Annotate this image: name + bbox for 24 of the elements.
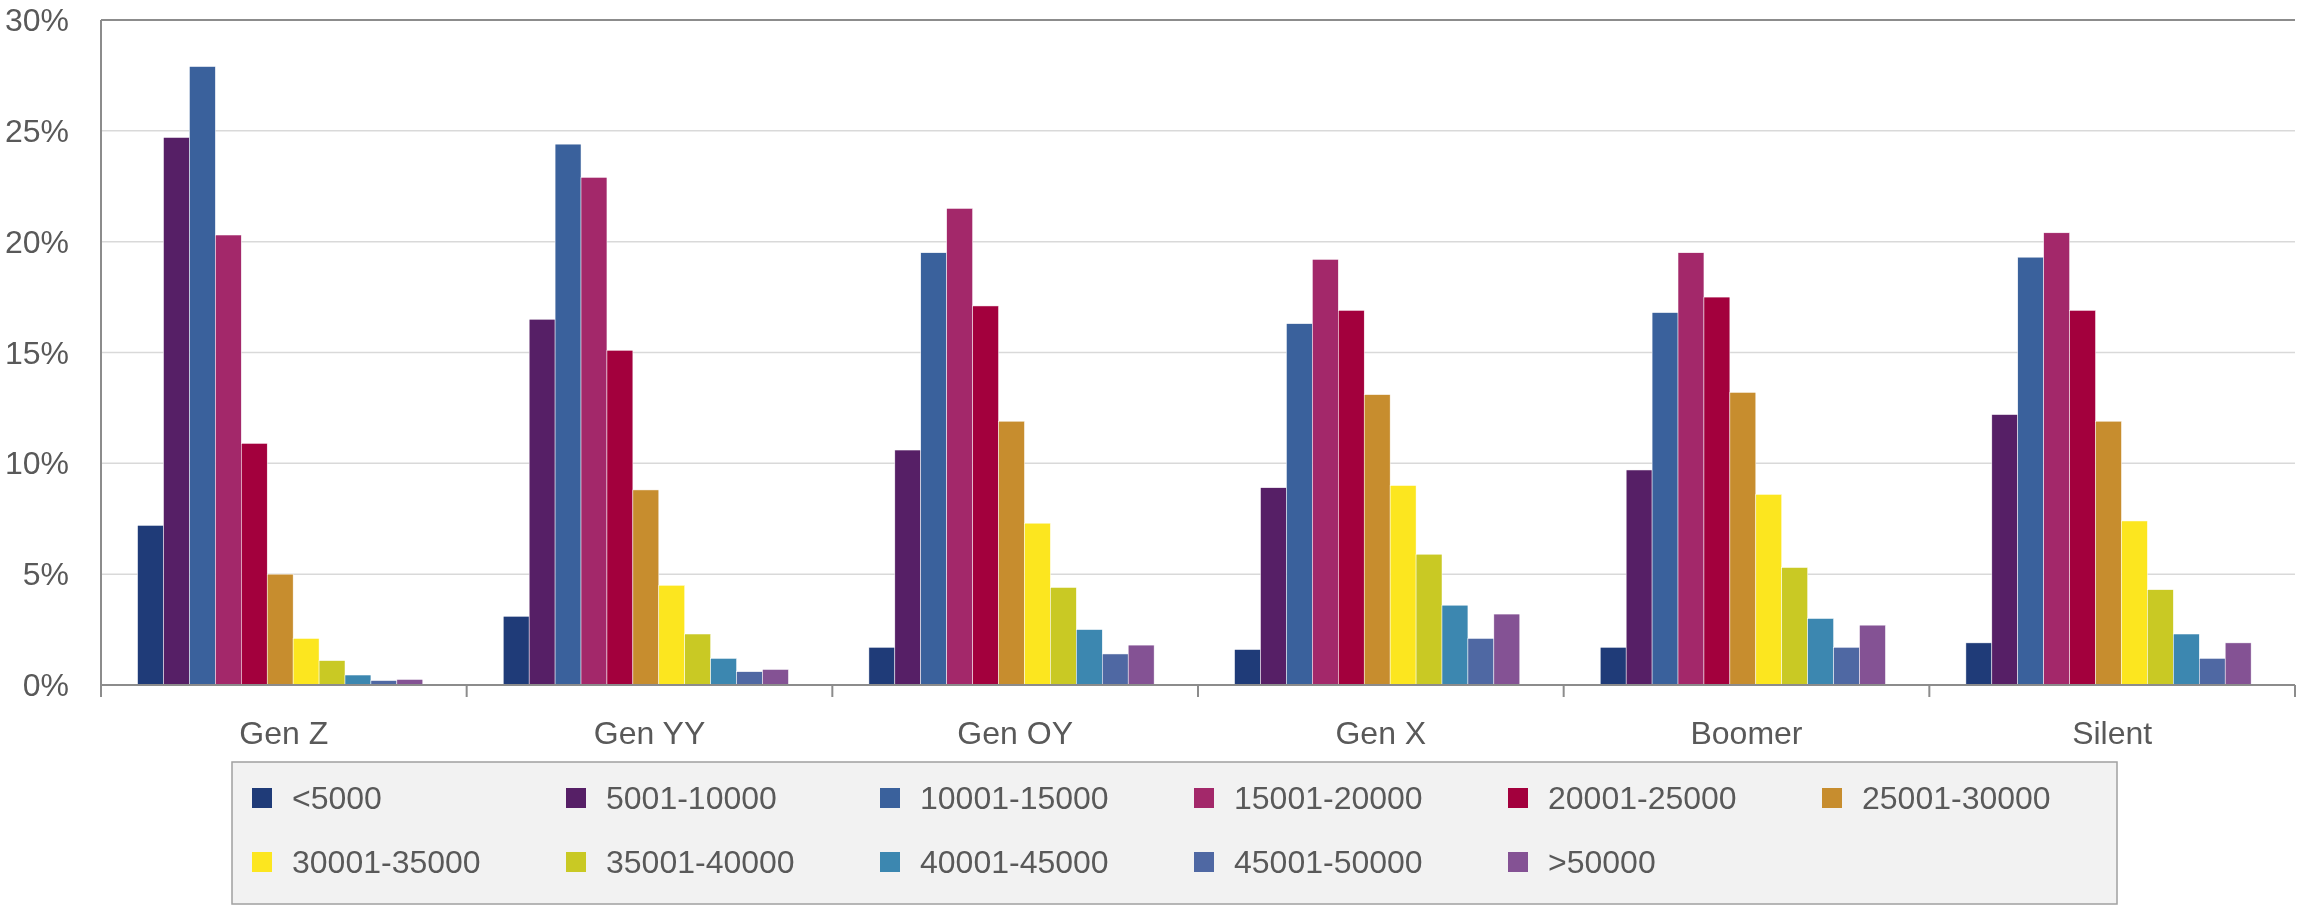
y-tick-label: 30% xyxy=(4,2,69,38)
legend-label: 30001-35000 xyxy=(292,844,481,880)
legend-label: 40001-45000 xyxy=(920,844,1109,880)
x-tick-label: Boomer xyxy=(1690,715,1803,751)
y-tick-label: 10% xyxy=(4,445,69,482)
x-tick-label: Gen Z xyxy=(239,715,329,751)
legend-label: >50000 xyxy=(1548,844,1656,880)
legend-label: 25001-30000 xyxy=(1862,780,2051,816)
legend-label: <5000 xyxy=(292,780,382,816)
x-tick-label: Gen X xyxy=(1335,715,1427,751)
y-tick-label: 0% xyxy=(22,667,69,703)
y-tick-label: 25% xyxy=(4,112,69,149)
x-tick-label: Silent xyxy=(2072,715,2153,751)
y-tick-label: 5% xyxy=(22,556,69,593)
x-tick-label: Gen YY xyxy=(593,715,706,751)
legend-label: 35001-40000 xyxy=(606,844,795,880)
legend-label: 5001-10000 xyxy=(606,780,777,816)
y-tick-label: 20% xyxy=(4,223,69,260)
legend-label: 45001-50000 xyxy=(1234,844,1423,880)
x-tick-label: Gen OY xyxy=(957,715,1073,751)
legend-label: 10001-15000 xyxy=(920,780,1109,816)
legend-label: 15001-20000 xyxy=(1234,780,1423,816)
legend-label: 20001-25000 xyxy=(1548,780,1737,816)
y-tick-label: 15% xyxy=(4,334,69,371)
